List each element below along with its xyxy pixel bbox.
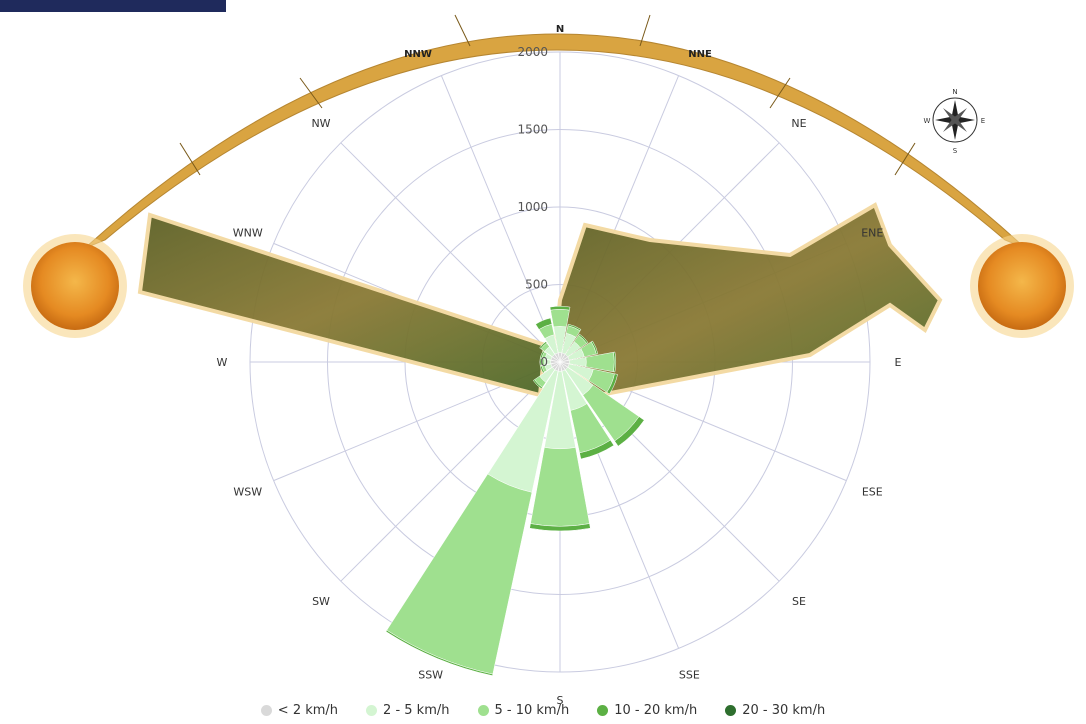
wind-bar-nne-bin-3 — [567, 323, 582, 332]
wind-bar-w-bin-3 — [539, 358, 542, 366]
tick-label: 0 — [540, 355, 548, 369]
wind-bar-e-bin-3 — [613, 351, 617, 373]
wind-bar-nw-bin-3 — [539, 341, 548, 350]
direction-label-wnw: WNW — [233, 227, 263, 240]
tick-label: 2000 — [517, 45, 548, 59]
legend: < 2 km/h 2 - 5 km/h 5 - 10 km/h 10 - 20 km/… — [0, 703, 1086, 718]
compass-n-label: N — [952, 88, 957, 96]
legend-swatch — [260, 705, 272, 716]
sun-path-label-n: N — [556, 24, 564, 35]
legend-swatch — [366, 705, 378, 716]
wind-bar-sw-bin-3 — [532, 379, 543, 390]
direction-label-ne: NE — [791, 117, 806, 130]
wind-bar-nnw-bin-3 — [535, 317, 553, 330]
grid-spoke — [440, 75, 561, 363]
direction-label-se: SE — [792, 595, 806, 608]
sun-path-divider — [179, 142, 201, 176]
direction-labels: NE ENE E ESE SE SSE S SSW SW WSW W WNW NW — [217, 117, 902, 707]
legend-swatch — [597, 705, 609, 716]
aerial-photo-strip-west — [137, 212, 548, 398]
tick-label: 1000 — [517, 200, 548, 214]
direction-label-sse: SSE — [679, 668, 700, 681]
sun-path-label-nne: NNE — [688, 49, 712, 60]
sun-path-divider — [454, 14, 471, 47]
wind-bar-s-bin-2 — [530, 447, 590, 527]
direction-label-wsw: WSW — [233, 485, 262, 498]
sun-path-divider — [639, 14, 651, 47]
radial-tick-labels: 0 500 1000 1500 2000 — [517, 45, 548, 369]
wind-bar-ne-bin-3 — [578, 333, 589, 344]
legend-swatch — [477, 705, 489, 716]
sun-left — [23, 234, 127, 338]
wind-bar-s-bin-3 — [529, 523, 591, 532]
direction-label-ese: ESE — [862, 485, 883, 498]
direction-label-s: S — [557, 694, 564, 707]
wind-bar-ssw-bin-3 — [385, 629, 494, 676]
wind-bar-wnw-bin-3 — [540, 350, 545, 359]
legend-label: 2 - 5 km/h — [383, 703, 450, 718]
legend-label: 20 - 30 km/h — [742, 703, 826, 718]
wind-rose-bars — [385, 305, 645, 676]
legend-item: 2 - 5 km/h — [366, 703, 450, 718]
grid-spoke — [340, 142, 561, 363]
direction-label-w: W — [217, 356, 228, 369]
grid-spoke — [340, 361, 561, 582]
sun-path-divider — [299, 77, 323, 109]
wind-bar-sse-bin-3 — [579, 439, 615, 460]
direction-label-e: E — [895, 356, 902, 369]
wind-bar-ese-bin-3 — [606, 373, 618, 395]
wind-bar-n-bin-2 — [550, 309, 570, 328]
direction-label-ssw: SSW — [418, 668, 443, 681]
legend-label: 10 - 20 km/h — [614, 703, 698, 718]
sun-path-labels: NNW N NNE — [404, 24, 712, 60]
compass-s-label: S — [953, 147, 958, 155]
sun-path-divider — [894, 142, 916, 176]
compass-icon: N E S W — [924, 88, 986, 155]
compass-e-label: E — [981, 117, 985, 125]
wind-bar-se-bin-3 — [614, 416, 645, 447]
legend-label: 5 - 10 km/h — [494, 703, 570, 718]
wind-bar-ene-bin-3 — [590, 340, 599, 355]
wind-bar-n-bin-3 — [549, 305, 571, 311]
tick-label: 1500 — [517, 123, 548, 137]
sun-path-band — [84, 33, 1026, 249]
legend-item: < 2 km/h — [260, 703, 339, 718]
legend-item: 5 - 10 km/h — [477, 703, 570, 718]
compass-w-label: W — [924, 117, 931, 125]
legend-label: < 2 km/h — [277, 703, 339, 718]
sun-path-divider — [769, 77, 791, 109]
direction-label-ene: ENE — [861, 227, 883, 240]
legend-item: 10 - 20 km/h — [597, 703, 697, 718]
legend-item: 20 - 30 km/h — [725, 703, 825, 718]
tick-label: 500 — [525, 278, 548, 292]
sun-path-dividers — [179, 14, 916, 176]
sun-path-label-nnw: NNW — [404, 49, 432, 60]
sun-right — [970, 234, 1074, 338]
wind-bar-wsw-bin-3 — [540, 365, 545, 374]
legend-swatch — [725, 705, 737, 716]
direction-label-nw: NW — [311, 117, 330, 130]
direction-label-sw: SW — [312, 595, 330, 608]
header-bar — [0, 0, 226, 12]
